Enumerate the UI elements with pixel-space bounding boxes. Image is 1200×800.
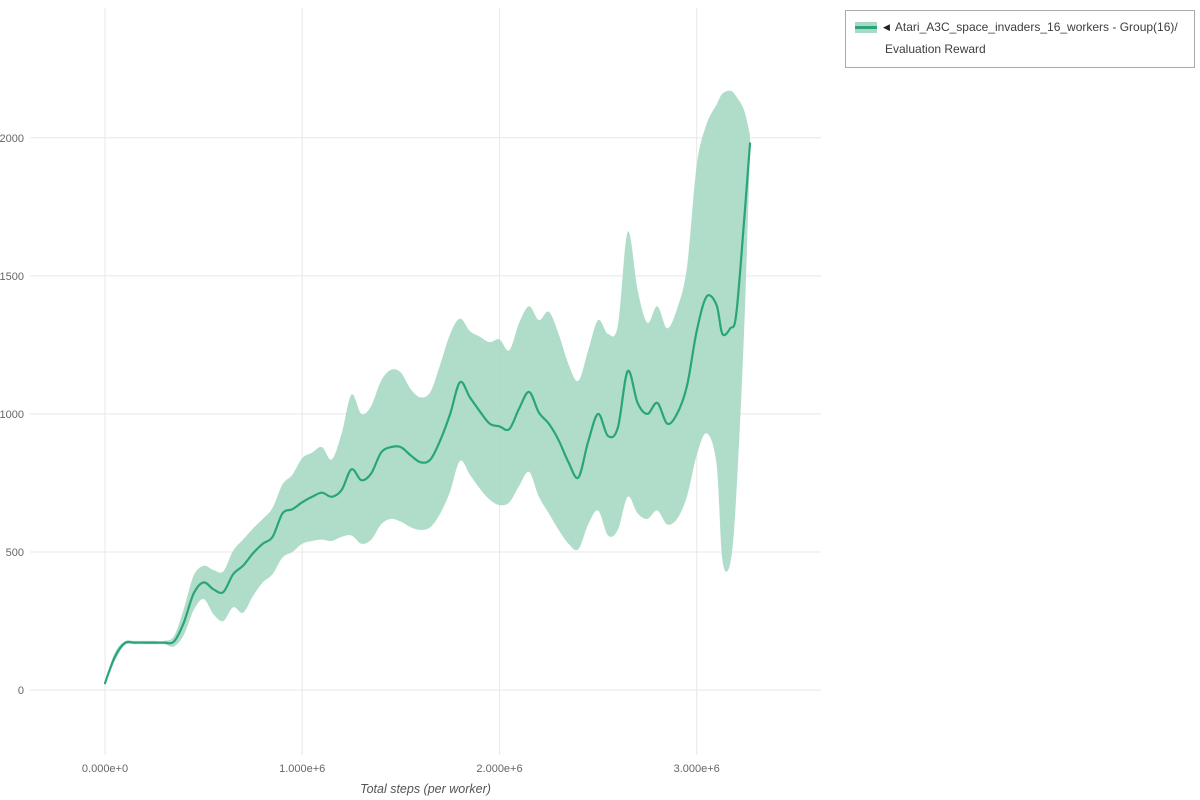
svg-text:0: 0 bbox=[18, 685, 24, 697]
svg-text:0.000e+0: 0.000e+0 bbox=[82, 763, 128, 775]
series-swatch-icon bbox=[855, 21, 877, 33]
legend-entry[interactable]: ◀ Atari_A3C_space_invaders_16_workers - … bbox=[855, 20, 1184, 57]
svg-text:1000: 1000 bbox=[0, 409, 24, 421]
series-line-icon bbox=[855, 25, 877, 29]
series-name: Atari_A3C_space_invaders_16_workers - Gr… bbox=[894, 20, 1178, 34]
svg-text:2000: 2000 bbox=[0, 133, 24, 145]
svg-text:500: 500 bbox=[6, 547, 24, 559]
svg-text:1500: 1500 bbox=[0, 271, 24, 283]
svg-text:3.000e+6: 3.000e+6 bbox=[674, 763, 720, 775]
collapse-triangle-icon: ◀ bbox=[883, 21, 890, 32]
legend: ◀ Atari_A3C_space_invaders_16_workers - … bbox=[845, 10, 1195, 68]
metric-name: Evaluation Reward bbox=[885, 42, 986, 57]
svg-text:2.000e+6: 2.000e+6 bbox=[476, 763, 522, 775]
x-axis-label: Total steps (per worker) bbox=[360, 782, 491, 796]
svg-text:1.000e+6: 1.000e+6 bbox=[279, 763, 325, 775]
legend-row: ◀ Atari_A3C_space_invaders_16_workers - … bbox=[855, 20, 1184, 34]
